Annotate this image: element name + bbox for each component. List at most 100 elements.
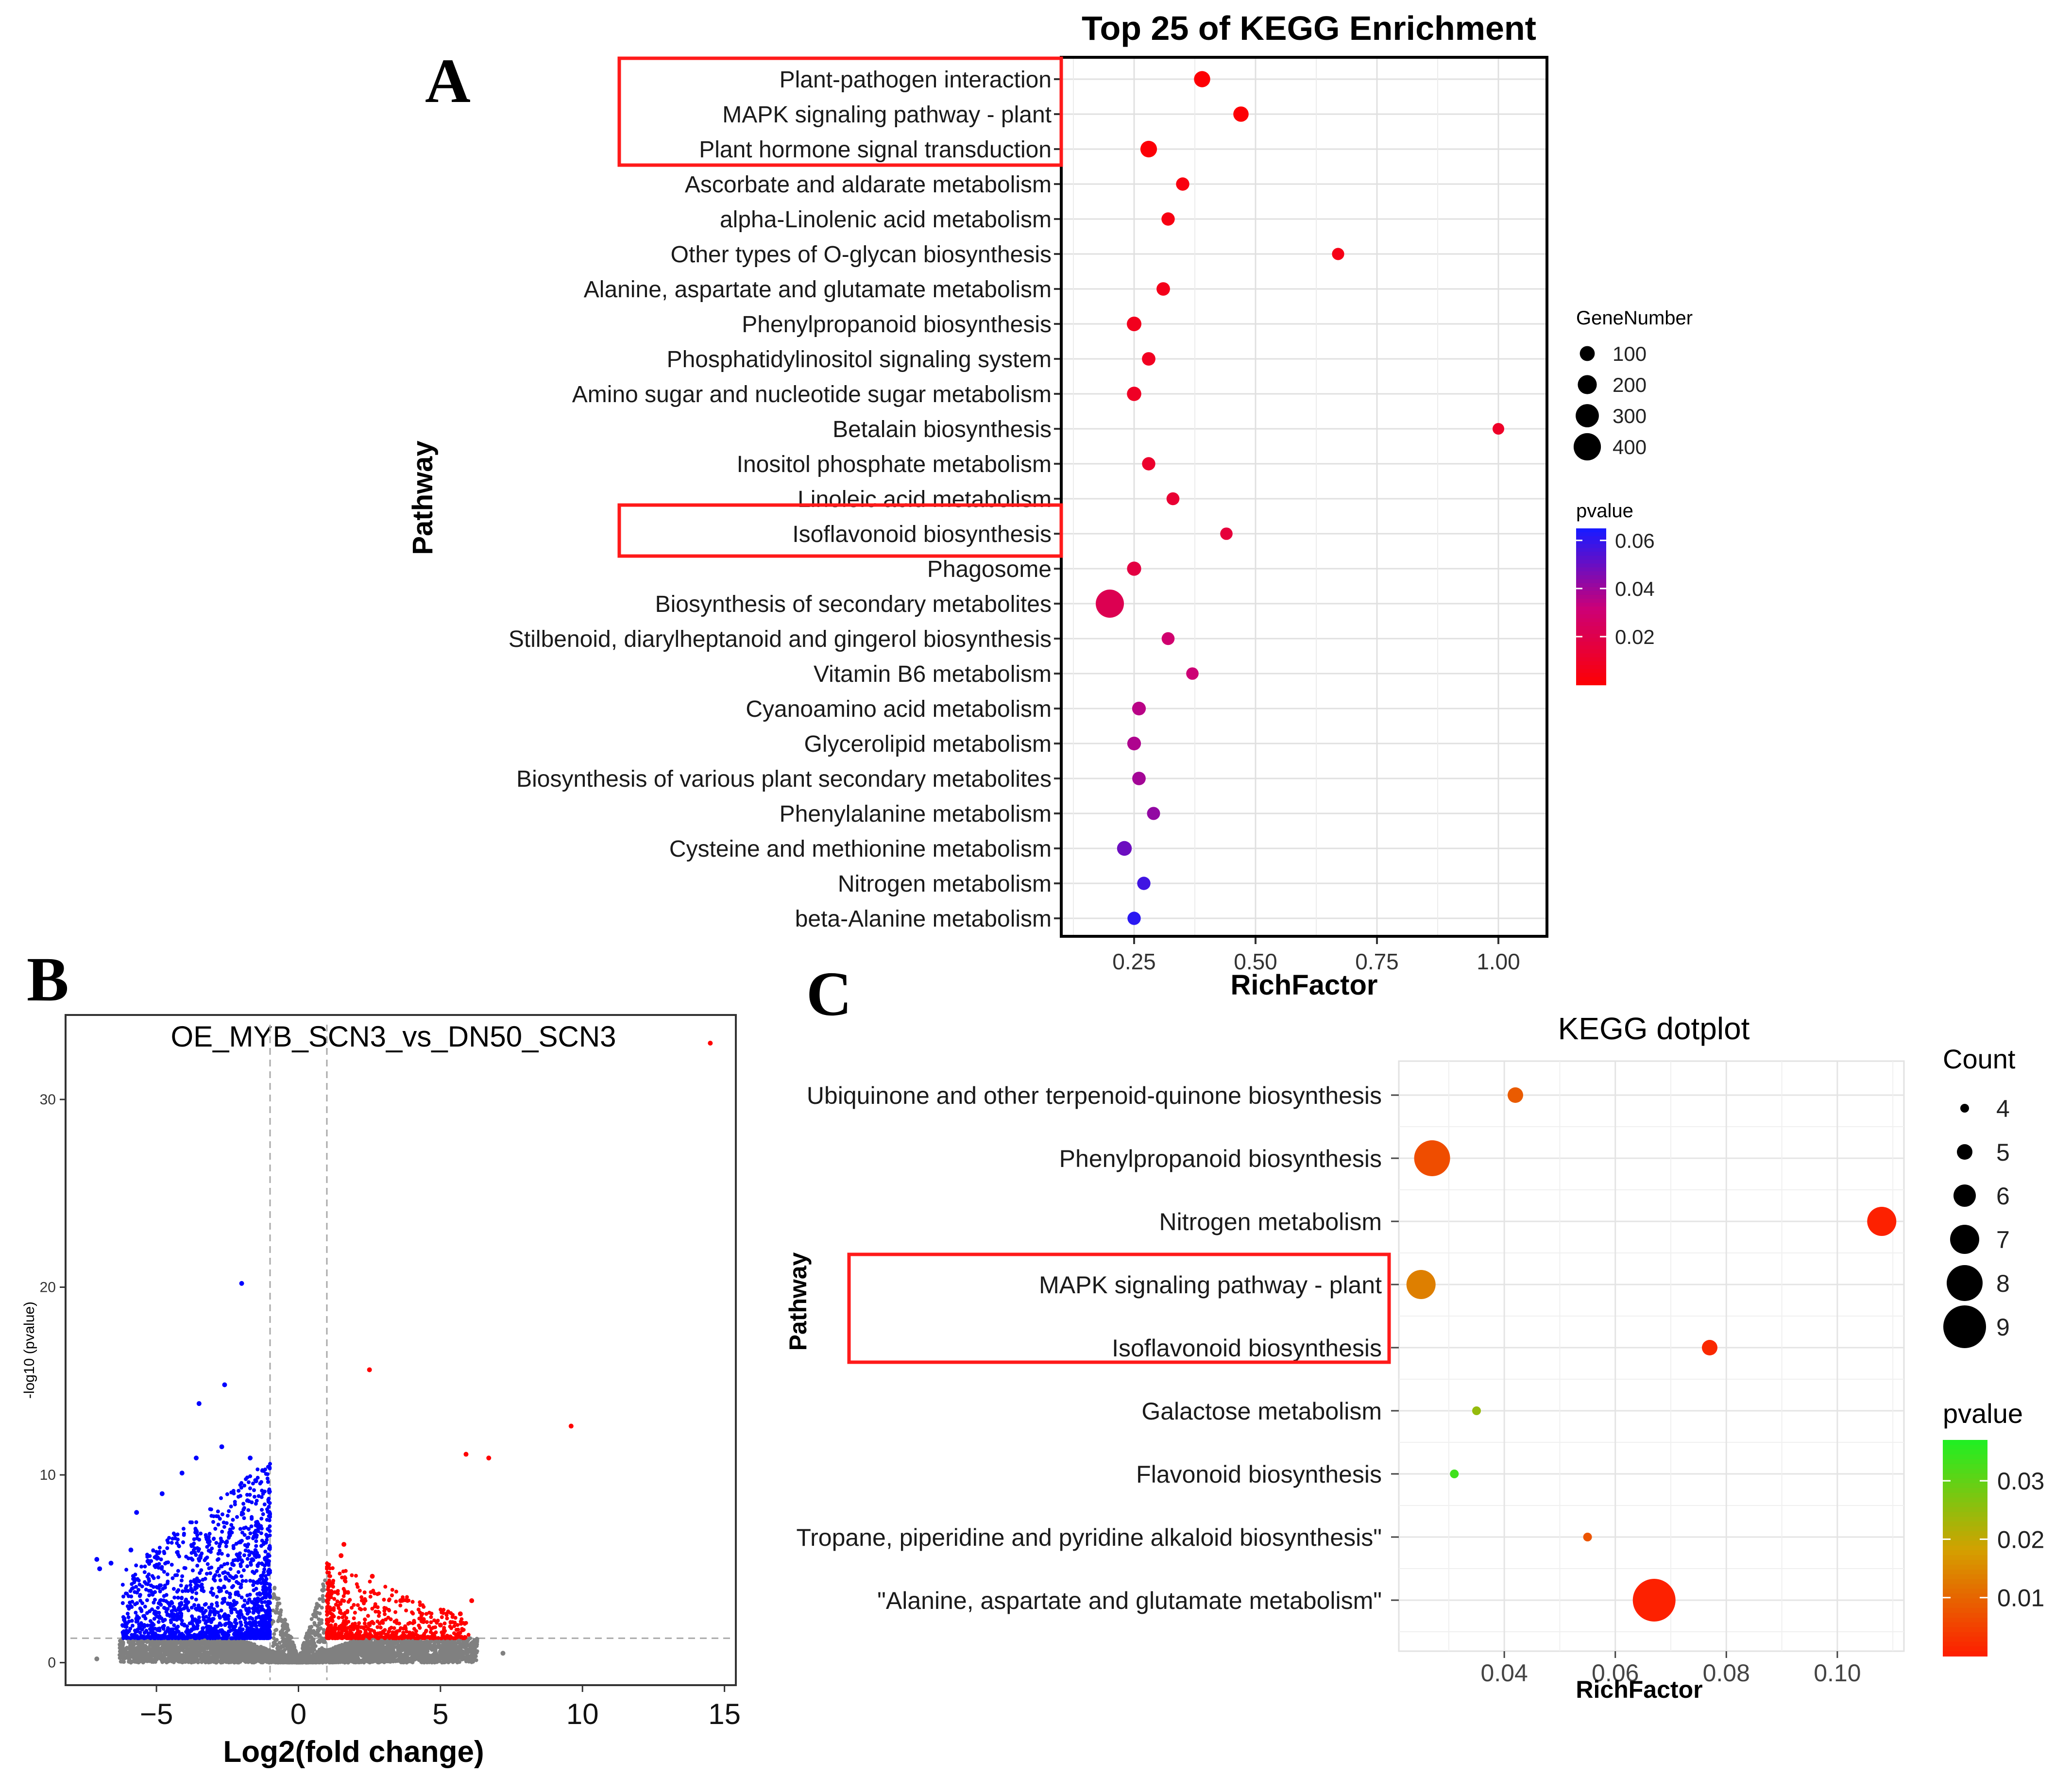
- a-colorbar-segment: [1576, 548, 1606, 553]
- b-point: [341, 1542, 347, 1547]
- c-colorbar-segment: [1943, 1497, 1987, 1503]
- c-colorbar-segment: [1943, 1584, 1987, 1589]
- c-size-legend-label: 6: [1996, 1183, 2010, 1210]
- a-point: [1166, 492, 1180, 506]
- a-colorbar-segment: [1576, 571, 1606, 576]
- b-point: [339, 1553, 344, 1558]
- b-point: [94, 1557, 100, 1562]
- c-colorbar-segment: [1943, 1488, 1987, 1493]
- b-point: [398, 1598, 403, 1604]
- c-colorbar-segment: [1943, 1454, 1987, 1460]
- a-colorbar-segment: [1576, 552, 1606, 557]
- panel-a-plot-frame: [1060, 56, 1548, 938]
- a-pathway-label: Alanine, aspartate and glutamate metabol…: [584, 277, 1052, 303]
- a-point: [1161, 632, 1175, 645]
- b-point: [219, 1444, 224, 1450]
- a-pathway-label: Linoleic acid metabolism: [798, 487, 1052, 512]
- panel-a-highlight-box-top: [617, 56, 1063, 167]
- a-point: [1332, 248, 1344, 260]
- a-point: [1156, 282, 1170, 296]
- c-size-legend-dot: [1947, 1265, 1983, 1301]
- a-point: [1117, 841, 1132, 856]
- a-colorbar-segment: [1576, 645, 1606, 650]
- c-colorbar-segment: [1943, 1444, 1987, 1450]
- a-colorbar-segment: [1576, 567, 1606, 572]
- a-pathway-label: Vitamin B6 metabolism: [814, 661, 1052, 687]
- b-point: [108, 1560, 114, 1566]
- a-point: [1132, 772, 1146, 785]
- a-pathway-label: Biosynthesis of various plant secondary …: [516, 766, 1052, 792]
- panel-c-title: KEGG dotplot: [1558, 1011, 1750, 1046]
- a-point: [1140, 140, 1157, 158]
- a-colorbar-segment: [1576, 598, 1606, 603]
- panel-c-plot-background: [1398, 1060, 1905, 1652]
- c-colorbar-segment: [1943, 1478, 1987, 1484]
- a-colorbar-segment: [1576, 634, 1606, 639]
- b-point: [97, 1566, 102, 1572]
- b-point: [708, 1040, 713, 1046]
- a-colorbar-label: 0.06: [1615, 529, 1655, 552]
- a-colorbar-segment: [1576, 618, 1606, 623]
- b-point: [193, 1455, 199, 1461]
- a-colorbar-segment: [1576, 676, 1606, 681]
- a-point: [1132, 701, 1146, 716]
- b-y-tick-label: 0: [48, 1655, 56, 1671]
- a-point: [1127, 736, 1141, 751]
- a-pathway-label: Phosphatidylinositol signaling system: [667, 347, 1052, 372]
- panel-a-color-legend-title: pvalue: [1576, 500, 1633, 522]
- a-colorbar-segment: [1576, 610, 1606, 615]
- c-colorbar-segment: [1943, 1473, 1987, 1479]
- b-downregulated-points: [120, 1462, 272, 1640]
- a-pathway-label: MAPK signaling pathway - plant: [722, 102, 1052, 128]
- c-point: [1414, 1140, 1450, 1176]
- c-colorbar-segment: [1943, 1550, 1987, 1556]
- c-point: [1450, 1470, 1459, 1478]
- a-colorbar-segment: [1576, 544, 1606, 549]
- a-pathway-label: alpha-Linolenic acid metabolism: [720, 207, 1052, 233]
- panel-b-point-cloud: [118, 1462, 479, 1665]
- a-colorbar-segment: [1576, 528, 1606, 533]
- c-pathway-label: Ubiquinone and other terpenoid-quinone b…: [807, 1082, 1382, 1109]
- c-colorbar-segment: [1943, 1449, 1987, 1455]
- a-pathway-label: Plant-pathogen interaction: [780, 67, 1052, 93]
- b-x-tick-label: 10: [566, 1698, 599, 1730]
- c-point: [1472, 1406, 1481, 1415]
- c-colorbar-segment: [1943, 1507, 1987, 1513]
- b-point: [179, 1471, 185, 1476]
- b-point: [438, 1623, 443, 1628]
- c-colorbar-segment: [1943, 1555, 1987, 1561]
- a-colorbar-segment: [1576, 587, 1606, 592]
- panel-c-color-legend-title: pvalue: [1943, 1398, 2023, 1429]
- panel-b-label: B: [27, 945, 69, 1014]
- a-size-legend-label: 300: [1613, 405, 1647, 427]
- c-colorbar-segment: [1943, 1608, 1987, 1613]
- b-point: [128, 1547, 134, 1553]
- a-point: [1127, 912, 1141, 925]
- b-y-tick-label: 20: [40, 1280, 56, 1296]
- a-size-legend-dot: [1579, 346, 1595, 361]
- c-size-legend-dot: [1957, 1144, 1972, 1160]
- c-colorbar-segment: [1943, 1637, 1987, 1642]
- panel-c-size-legend: 4 5 6 7 8 9: [1943, 1095, 2010, 1348]
- c-colorbar-segment: [1943, 1632, 1987, 1638]
- a-colorbar-segment: [1576, 575, 1606, 580]
- a-pathway-label: Phenylpropanoid biosynthesis: [742, 312, 1052, 338]
- a-colorbar-segment: [1576, 653, 1606, 658]
- a-pathway-label: Inositol phosphate metabolism: [737, 452, 1052, 477]
- c-pathway-label: Isoflavonoid biosynthesis: [1112, 1335, 1382, 1362]
- panel-b-title: OE_MYB_SCN3_vs_DN50_SCN3: [170, 1020, 616, 1053]
- a-point: [1161, 212, 1175, 226]
- panel-c-grid: [1399, 1061, 1904, 1651]
- b-point: [367, 1367, 372, 1372]
- a-colorbar-segment: [1576, 556, 1606, 560]
- panel-c: C KEGG dotplot Ubiquinone and other terp…: [784, 959, 2044, 1703]
- panel-b-y-axis-label: -log10 (pvalue): [21, 1302, 37, 1399]
- c-colorbar-segment: [1943, 1545, 1987, 1551]
- panel-c-x-axis-label: RichFactor: [1576, 1676, 1702, 1703]
- c-size-legend-dot: [1960, 1104, 1969, 1113]
- b-point: [421, 1617, 426, 1622]
- a-size-legend-label: 200: [1613, 373, 1647, 396]
- a-colorbar-segment: [1576, 665, 1606, 670]
- a-colorbar-segment: [1576, 630, 1606, 635]
